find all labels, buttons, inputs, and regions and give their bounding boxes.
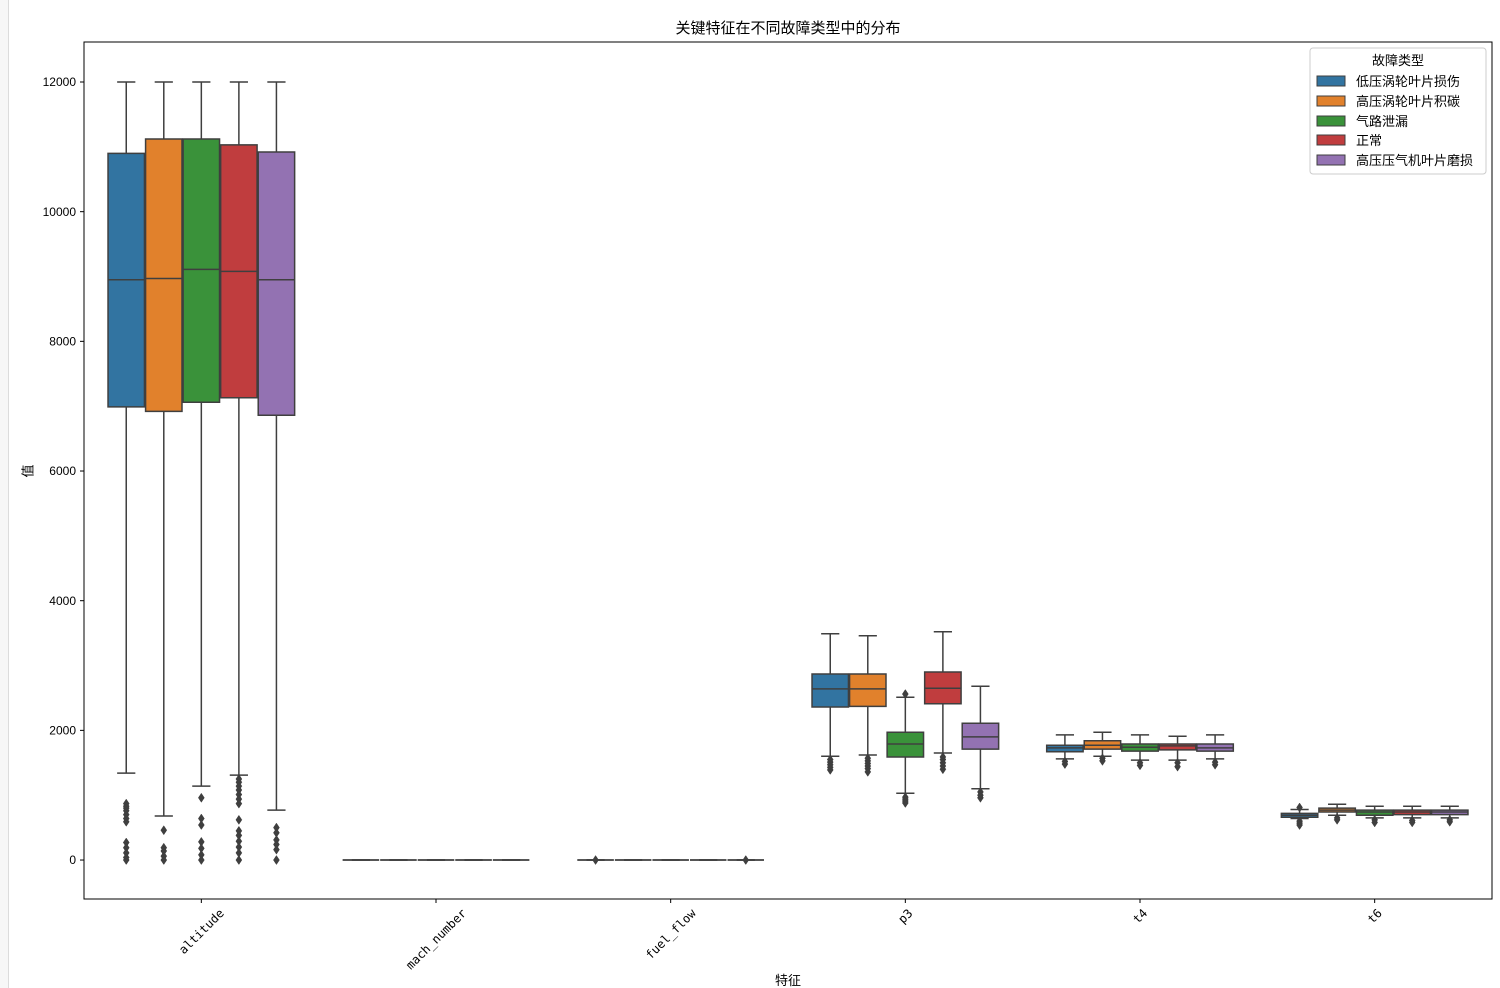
legend-swatch bbox=[1316, 75, 1346, 87]
legend-label: 气路泄漏 bbox=[1356, 114, 1408, 130]
outlier-marker bbox=[273, 844, 280, 855]
x-tick-label: p3 bbox=[895, 906, 915, 926]
box-group bbox=[182, 81, 221, 865]
box-group bbox=[1280, 802, 1319, 830]
box-body bbox=[182, 138, 221, 404]
x-axis-label: 特征 bbox=[775, 974, 801, 988]
legend-entry: 低压涡轮叶片损伤 bbox=[1316, 75, 1460, 90]
outlier-marker bbox=[1174, 761, 1181, 772]
box-group bbox=[1393, 805, 1432, 828]
outlier-marker bbox=[1408, 817, 1416, 828]
y-axis: 0 2000 4000 6000 8000 10000 12000 bbox=[43, 75, 84, 867]
box-group bbox=[1430, 805, 1469, 827]
box-group bbox=[1318, 803, 1357, 825]
outlier-marker bbox=[902, 798, 909, 808]
box-group bbox=[577, 855, 614, 865]
y-axis-label: 值 bbox=[21, 464, 37, 477]
box-group bbox=[923, 631, 962, 775]
y-tick-label: 6000 bbox=[49, 464, 76, 478]
outlier-marker bbox=[235, 798, 243, 809]
outlier-marker bbox=[1446, 816, 1454, 827]
outlier-marker bbox=[1333, 814, 1341, 825]
box-group bbox=[219, 81, 258, 865]
legend-label: 正常 bbox=[1356, 134, 1382, 149]
legend-entry: 高压涡轮叶片积碳 bbox=[1316, 94, 1460, 110]
box-group bbox=[1158, 735, 1197, 772]
box-group bbox=[886, 689, 925, 808]
legend-label: 低压涡轮叶片损伤 bbox=[1356, 75, 1460, 90]
outlier-marker bbox=[826, 764, 834, 775]
box-group bbox=[1196, 734, 1235, 770]
outlier-marker bbox=[977, 792, 984, 803]
outlier-marker bbox=[160, 825, 168, 836]
legend-entry: 高压压气机叶片磨损 bbox=[1316, 153, 1473, 169]
y-tick-label: 12000 bbox=[43, 75, 77, 89]
box-body bbox=[1158, 743, 1197, 751]
outlier-marker bbox=[864, 766, 872, 777]
legend-swatch bbox=[1316, 154, 1346, 166]
x-tick-label: fuel_flow bbox=[643, 906, 699, 962]
legend-entry: 气路泄漏 bbox=[1316, 114, 1408, 130]
box-group bbox=[961, 685, 1000, 803]
outlier-marker bbox=[592, 855, 599, 865]
legend-label: 高压涡轮叶片积碳 bbox=[1356, 94, 1460, 110]
box-body bbox=[144, 138, 183, 413]
outlier-marker bbox=[1211, 759, 1219, 770]
x-tick-label: altitude bbox=[176, 906, 227, 957]
legend: 故障类型 低压涡轮叶片损伤 高压涡轮叶片积碳 气路泄漏 正常 高压压气机叶片磨损 bbox=[1309, 47, 1487, 175]
box-group bbox=[144, 81, 183, 865]
x-tick-label: t4 bbox=[1130, 906, 1150, 926]
box-group bbox=[1121, 734, 1159, 771]
legend-swatch bbox=[1316, 95, 1346, 107]
box-group bbox=[1083, 731, 1122, 766]
y-tick-label: 2000 bbox=[49, 724, 76, 738]
y-tick-label: 4000 bbox=[49, 594, 76, 608]
legend-swatch bbox=[1316, 115, 1346, 127]
outlier-marker bbox=[273, 855, 280, 865]
background-window-edge bbox=[0, 0, 9, 988]
outlier-marker bbox=[160, 855, 168, 865]
outlier-marker bbox=[1371, 817, 1378, 828]
legend-title: 故障类型 bbox=[1372, 54, 1424, 69]
outlier-marker bbox=[235, 855, 243, 865]
box-group bbox=[107, 81, 146, 865]
outlier-marker bbox=[939, 764, 947, 775]
outlier-marker bbox=[198, 792, 205, 803]
outlier-marker bbox=[742, 855, 750, 865]
x-tick-label: t6 bbox=[1365, 906, 1385, 926]
chart-title: 关键特征在不同故障类型中的分布 bbox=[675, 19, 900, 37]
box-body bbox=[811, 673, 850, 708]
box-group bbox=[811, 633, 850, 775]
x-axis: altitude mach_number fuel_flow p3 t4 t6 bbox=[176, 899, 1385, 972]
box-group bbox=[1355, 805, 1394, 828]
outlier-marker bbox=[1136, 760, 1144, 771]
outlier-marker bbox=[1099, 755, 1106, 766]
outlier-marker bbox=[198, 820, 205, 830]
box-group bbox=[848, 634, 887, 777]
legend-swatch bbox=[1316, 134, 1346, 146]
outlier-marker bbox=[1061, 759, 1069, 770]
outlier-marker bbox=[1296, 802, 1303, 813]
outlier-marker bbox=[122, 855, 130, 865]
outlier-marker bbox=[1296, 820, 1303, 830]
plot-frame bbox=[83, 41, 1493, 900]
x-tick-label: mach_number bbox=[403, 906, 469, 972]
y-tick-label: 0 bbox=[69, 853, 76, 867]
outlier-marker bbox=[198, 855, 205, 865]
box-plot-area bbox=[107, 81, 1469, 865]
y-tick-label: 8000 bbox=[49, 335, 76, 349]
box-body bbox=[257, 151, 296, 417]
legend-entry: 正常 bbox=[1316, 134, 1382, 149]
box-body bbox=[848, 673, 887, 708]
legend-label: 高压压气机叶片磨损 bbox=[1356, 153, 1473, 169]
outlier-marker bbox=[122, 816, 130, 827]
legend-frame bbox=[1309, 47, 1487, 175]
box-group bbox=[257, 81, 296, 865]
box-group bbox=[1045, 734, 1084, 770]
box-group bbox=[727, 855, 764, 865]
outlier-marker bbox=[235, 814, 243, 825]
outlier-marker bbox=[902, 689, 909, 700]
y-tick-label: 10000 bbox=[43, 205, 77, 219]
